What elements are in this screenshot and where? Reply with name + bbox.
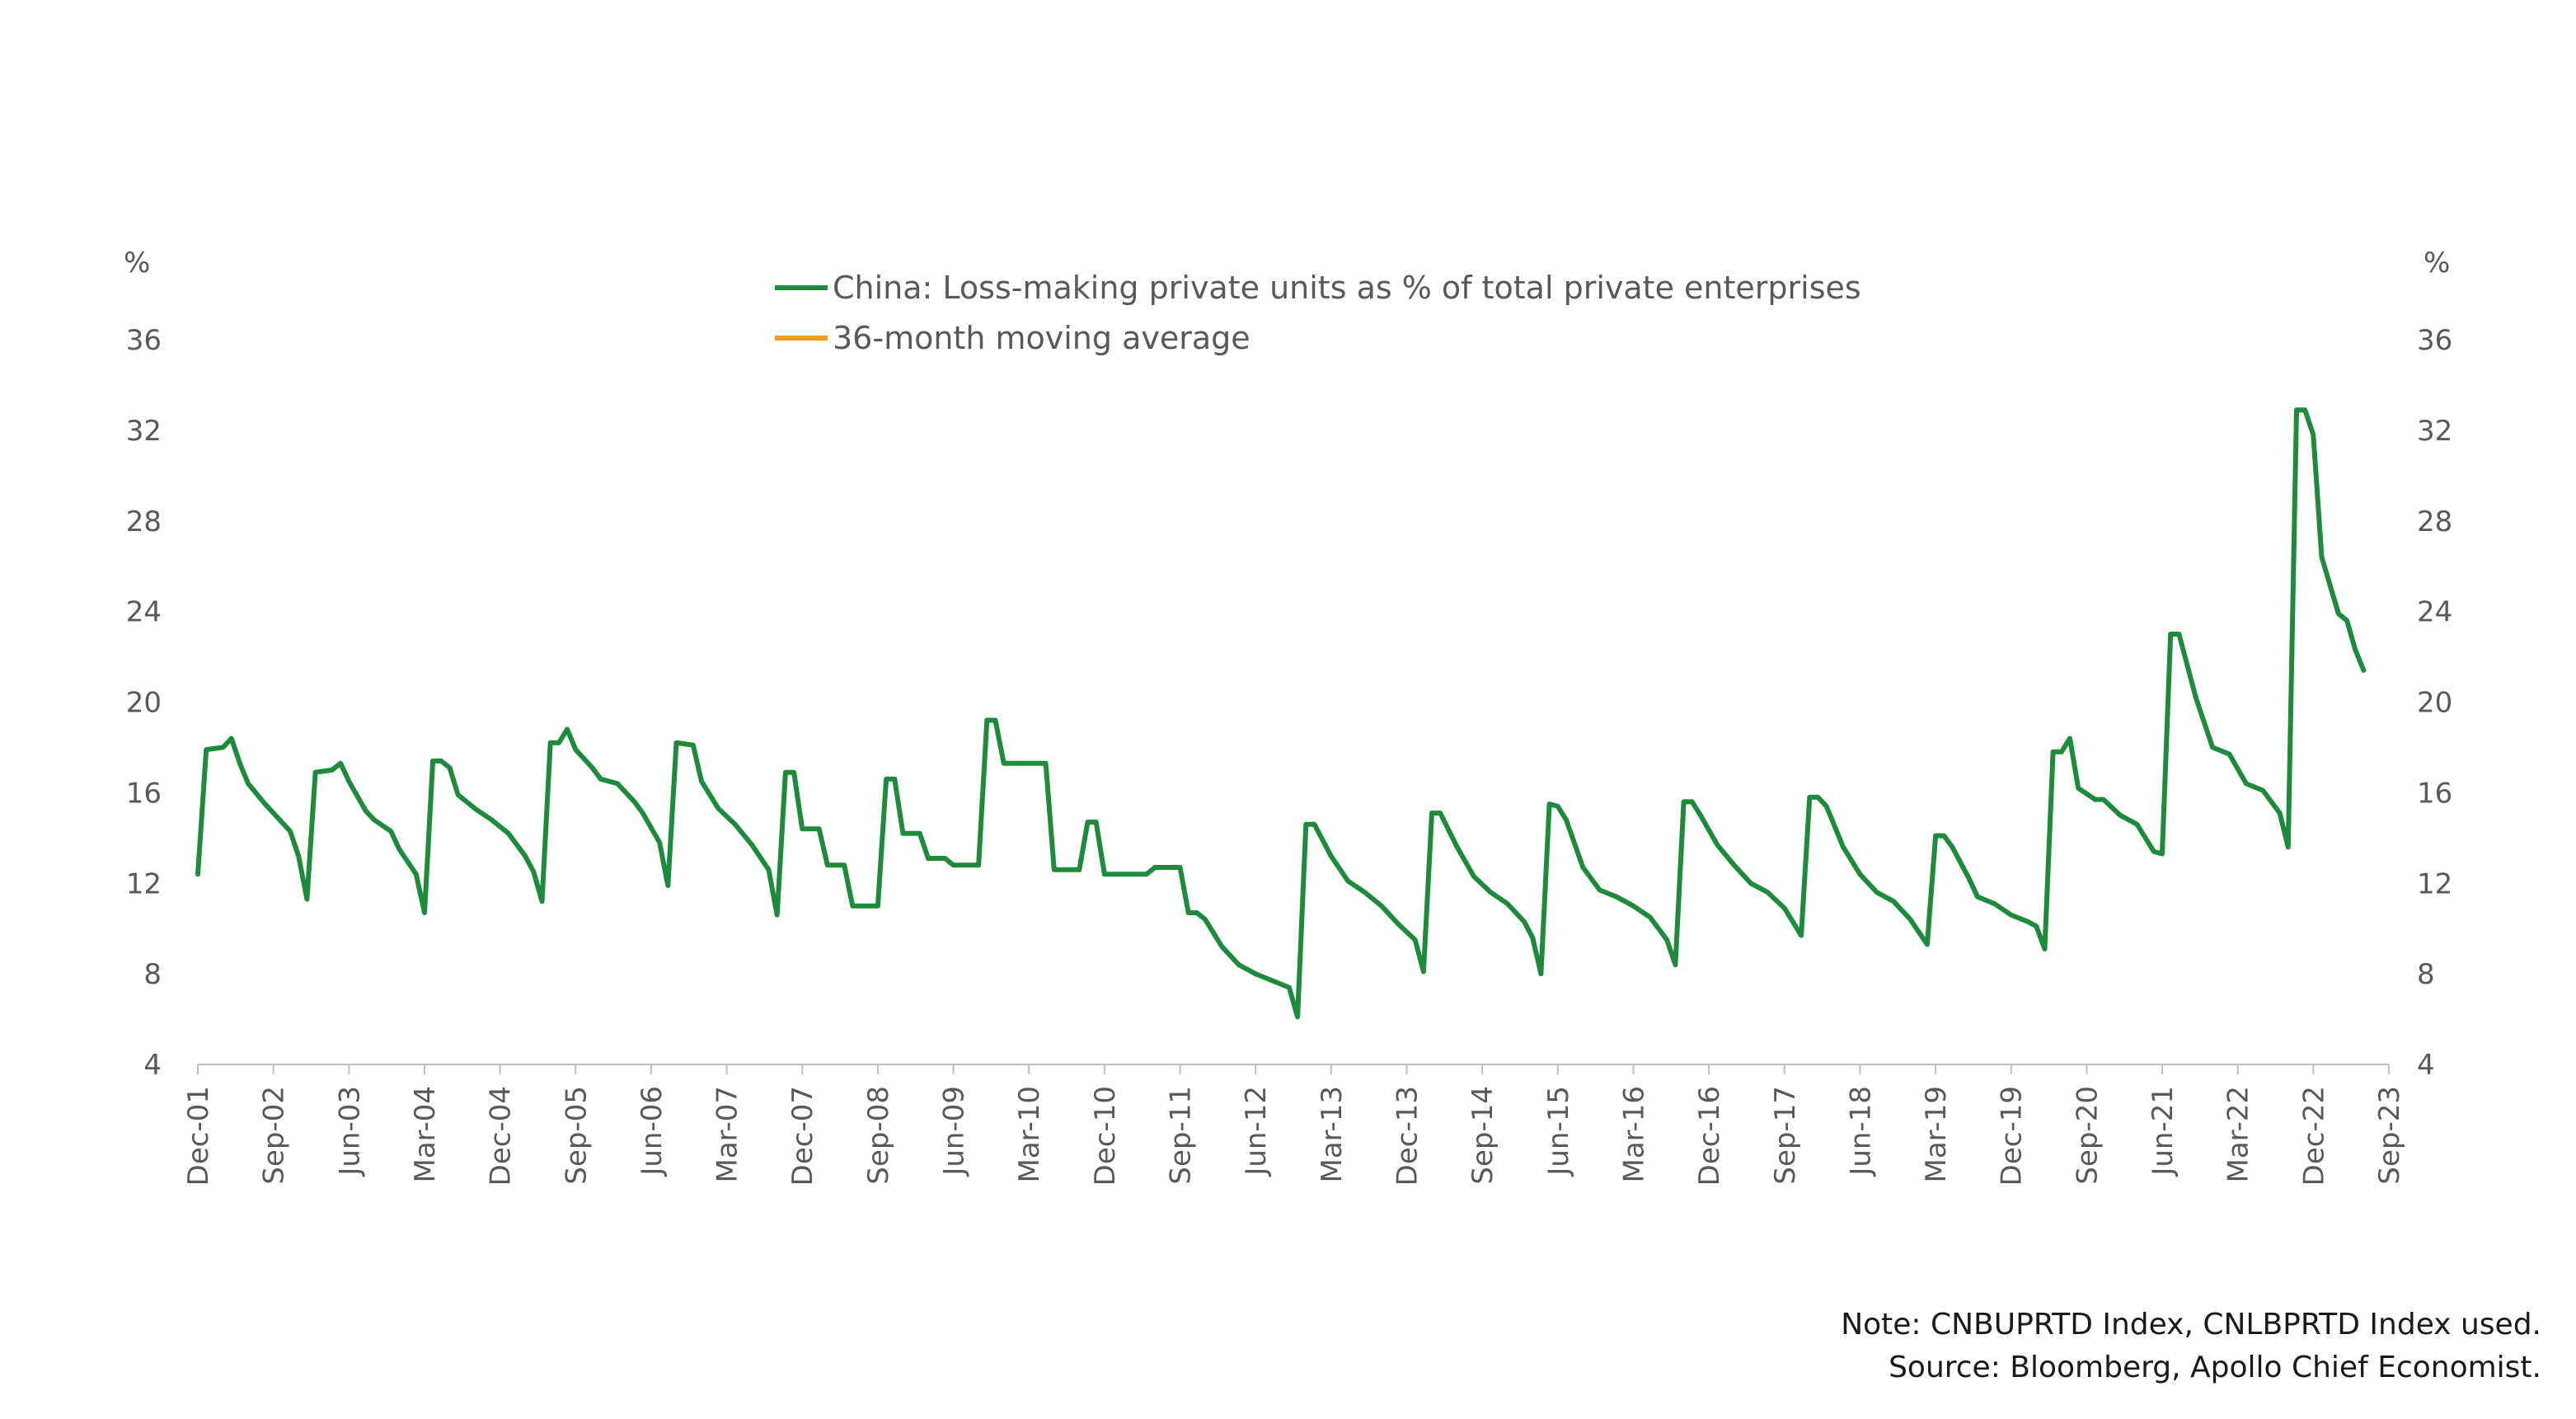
x-tick-Jun-03: Jun-03 bbox=[333, 1086, 366, 1177]
y-right-tick-4: 4 bbox=[2417, 1049, 2435, 1082]
y-right-tick-8: 8 bbox=[2417, 958, 2435, 991]
y-axis-left-unit: % bbox=[124, 247, 150, 280]
y-right-tick-20: 20 bbox=[2417, 687, 2452, 720]
y-right-tick-12: 12 bbox=[2417, 867, 2452, 900]
x-axis-tick-labels: Dec-01 Sep-02 Jun-03 Mar-04 Dec-04 Sep-05 Jun-… bbox=[182, 1086, 2406, 1186]
x-tick-Dec-13: Dec-13 bbox=[1391, 1086, 1424, 1186]
x-tick-Jun-18: Jun-18 bbox=[1844, 1086, 1877, 1177]
y-left-tick-32: 32 bbox=[126, 415, 162, 448]
x-tick-Mar-19: Mar-19 bbox=[1920, 1086, 1953, 1183]
legend-label-loss-making: China: Loss-making private units as % of… bbox=[833, 270, 1861, 306]
y-axis-right-tick-labels: 4 8 12 16 20 24 28 32 36 bbox=[2417, 324, 2452, 1082]
x-tick-Dec-04: Dec-04 bbox=[485, 1086, 518, 1186]
y-axis-left-tick-labels: 4 8 12 16 20 24 28 32 36 bbox=[126, 324, 162, 1082]
y-left-tick-12: 12 bbox=[126, 867, 162, 900]
x-tick-Mar-07: Mar-07 bbox=[711, 1086, 744, 1183]
y-left-tick-4: 4 bbox=[143, 1049, 162, 1082]
x-tick-Mar-22: Mar-22 bbox=[2222, 1086, 2255, 1183]
x-tick-Mar-04: Mar-04 bbox=[409, 1086, 442, 1183]
y-left-tick-36: 36 bbox=[126, 324, 162, 357]
x-tick-Mar-16: Mar-16 bbox=[1617, 1086, 1650, 1183]
x-tick-Mar-13: Mar-13 bbox=[1316, 1086, 1349, 1183]
x-tick-Sep-02: Sep-02 bbox=[258, 1086, 291, 1185]
chart-source: Source: Bloomberg, Apollo Chief Economis… bbox=[1889, 1351, 2541, 1384]
y-left-tick-20: 20 bbox=[126, 687, 162, 720]
legend-label-moving-average: 36-month moving average bbox=[833, 320, 1250, 356]
x-tick-Dec-19: Dec-19 bbox=[1996, 1086, 2029, 1186]
x-tick-Sep-17: Sep-17 bbox=[1769, 1086, 1802, 1185]
x-axis-ticks bbox=[197, 1064, 2390, 1074]
x-tick-Sep-11: Sep-11 bbox=[1165, 1086, 1198, 1185]
x-tick-Jun-09: Jun-09 bbox=[938, 1086, 971, 1177]
y-left-tick-8: 8 bbox=[143, 958, 162, 991]
y-right-tick-36: 36 bbox=[2417, 324, 2452, 357]
x-tick-Sep-20: Sep-20 bbox=[2071, 1086, 2104, 1185]
x-tick-Mar-10: Mar-10 bbox=[1013, 1086, 1046, 1183]
x-tick-Jun-06: Jun-06 bbox=[636, 1086, 669, 1177]
x-tick-Dec-16: Dec-16 bbox=[1693, 1086, 1726, 1186]
x-tick-Dec-01: Dec-01 bbox=[182, 1086, 215, 1186]
x-tick-Jun-21: Jun-21 bbox=[2147, 1086, 2180, 1177]
x-tick-Dec-07: Dec-07 bbox=[786, 1086, 819, 1186]
y-left-tick-24: 24 bbox=[126, 596, 162, 629]
x-tick-Sep-08: Sep-08 bbox=[862, 1086, 895, 1185]
x-tick-Dec-22: Dec-22 bbox=[2297, 1086, 2330, 1186]
y-right-tick-24: 24 bbox=[2417, 596, 2452, 629]
y-left-tick-28: 28 bbox=[126, 505, 162, 538]
x-tick-Sep-14: Sep-14 bbox=[1466, 1086, 1499, 1185]
y-right-tick-28: 28 bbox=[2417, 505, 2452, 538]
series-line-0 bbox=[195, 407, 2367, 1020]
x-tick-Sep-05: Sep-05 bbox=[560, 1086, 593, 1185]
y-left-tick-16: 16 bbox=[126, 777, 162, 810]
chart-note: Note: CNBUPRTD Index, CNLBPRTD Index use… bbox=[1841, 1308, 2541, 1341]
x-tick-Dec-10: Dec-10 bbox=[1089, 1086, 1122, 1186]
series-layer bbox=[195, 407, 2367, 1020]
y-right-tick-16: 16 bbox=[2417, 777, 2452, 810]
x-tick-Jun-12: Jun-12 bbox=[1240, 1086, 1273, 1177]
x-tick-Sep-23: Sep-23 bbox=[2373, 1086, 2406, 1185]
y-right-tick-32: 32 bbox=[2417, 415, 2452, 448]
x-tick-Jun-15: Jun-15 bbox=[1542, 1086, 1575, 1177]
legend: China: Loss-making private units as % of… bbox=[775, 270, 1861, 356]
y-axis-right-unit: % bbox=[2424, 247, 2450, 280]
